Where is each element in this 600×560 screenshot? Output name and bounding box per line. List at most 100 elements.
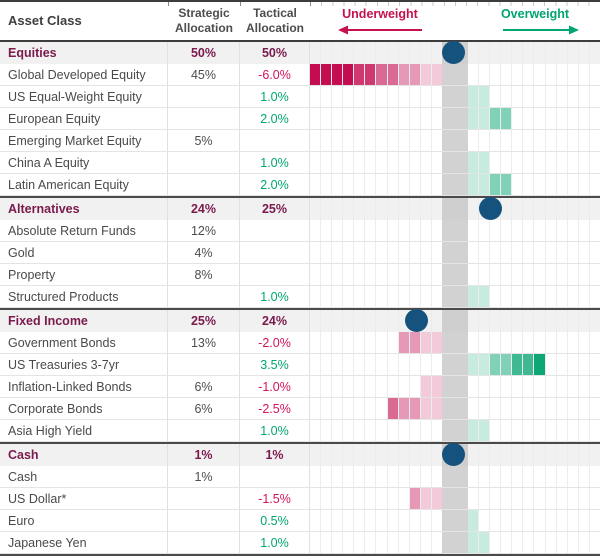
- overweight-bar-cell: [468, 86, 480, 107]
- asset-class-label: European Equity: [0, 108, 168, 129]
- grid-cell: [546, 108, 557, 129]
- asset-class-label: Fixed Income: [0, 310, 168, 332]
- grid-cell: [568, 242, 579, 263]
- overweight-zone: [468, 510, 600, 531]
- table-row: Emerging Market Equity 5%: [0, 130, 600, 152]
- grid-cell: [310, 42, 322, 64]
- overweight-zone: [468, 420, 600, 441]
- grid-cell: [321, 264, 333, 285]
- grid-cell: [512, 532, 524, 553]
- grid-cell: [410, 220, 421, 241]
- grid-cell: [546, 354, 557, 375]
- grid-cell: [523, 242, 535, 263]
- grid-cell: [468, 488, 480, 509]
- grid-cell: [579, 264, 590, 285]
- grid-cell: [388, 488, 399, 509]
- grid-cell: [512, 42, 524, 64]
- underweight-zone: [310, 444, 442, 466]
- grid-cell: [343, 488, 355, 509]
- grid-cell: [376, 130, 388, 151]
- grid-cell: [501, 64, 513, 85]
- neutral-center-column: [442, 398, 468, 419]
- grid-cell: [534, 174, 546, 195]
- grid-cell: [321, 42, 333, 64]
- tactical-allocation-value: 25%: [240, 198, 310, 220]
- overweight-zone: [468, 444, 600, 466]
- grid-cell: [421, 108, 432, 129]
- grid-cell: [579, 376, 590, 397]
- grid-cell: [365, 466, 377, 487]
- asset-class-label: Emerging Market Equity: [0, 130, 168, 151]
- overweight-bar-cell: [490, 354, 502, 375]
- overweight-zone: [468, 376, 600, 397]
- grid-cell: [421, 174, 432, 195]
- underweight-zone: [310, 510, 442, 531]
- grid-cell: [399, 130, 410, 151]
- grid-cell: [321, 86, 333, 107]
- grid-cell: [365, 86, 377, 107]
- grid-cell: [534, 376, 546, 397]
- grid-cell: [590, 354, 600, 375]
- grid-cell: [410, 376, 421, 397]
- grid-cell: [579, 286, 590, 307]
- overweight-arrow-icon: [503, 25, 579, 35]
- deviation-chart-cell: [310, 488, 600, 509]
- grid-cell: [365, 264, 377, 285]
- overweight-zone: [468, 398, 600, 419]
- grid-cell: [321, 242, 333, 263]
- column-tick: [168, 2, 169, 6]
- grid-cell: [568, 354, 579, 375]
- grid-cell: [310, 398, 322, 419]
- grid-cell: [332, 376, 344, 397]
- grid-cell: [388, 220, 399, 241]
- grid-cell: [321, 354, 333, 375]
- grid-cell: [490, 152, 502, 173]
- grid-cell: [546, 310, 557, 332]
- grid-cell: [479, 220, 491, 241]
- grid-cell: [534, 86, 546, 107]
- grid-cell: [479, 130, 491, 151]
- underweight-bar-cell: [409, 398, 421, 419]
- underweight-bar-cell: [398, 332, 410, 353]
- underweight-zone: [310, 174, 442, 195]
- overweight-bar-cell: [501, 174, 513, 195]
- grid-cell: [432, 310, 442, 332]
- grid-cell: [343, 42, 355, 64]
- tactical-allocation-value: 1.0%: [240, 86, 310, 107]
- grid-cell: [590, 264, 600, 285]
- grid-cell: [354, 174, 366, 195]
- grid-cell: [512, 264, 524, 285]
- grid-cell: [479, 398, 491, 419]
- tactical-allocation-value: 2.0%: [240, 108, 310, 129]
- asset-class-label: Japanese Yen: [0, 532, 168, 553]
- grid-cell: [534, 286, 546, 307]
- grid-cell: [590, 242, 600, 263]
- grid-cell: [332, 264, 344, 285]
- grid-cell: [343, 398, 355, 419]
- grid-cell: [310, 108, 322, 129]
- grid-cell: [546, 130, 557, 151]
- grid-cell: [410, 286, 421, 307]
- grid-cell: [399, 220, 410, 241]
- grid-cell: [557, 264, 568, 285]
- overweight-zone: [468, 64, 600, 85]
- grid-cell: [523, 398, 535, 419]
- table-row: US Equal-Weight Equity 1.0%: [0, 86, 600, 108]
- grid-cell: [376, 198, 388, 220]
- overweight-bar-cell: [479, 354, 491, 375]
- overweight-bar-cell: [468, 532, 480, 553]
- overweight-bar-cell: [479, 86, 491, 107]
- grid-cell: [410, 130, 421, 151]
- grid-cell: [354, 130, 366, 151]
- grid-cell: [365, 488, 377, 509]
- underweight-bar-cell: [398, 64, 410, 85]
- asset-class-label: Inflation-Linked Bonds: [0, 376, 168, 397]
- grid-cell: [468, 130, 480, 151]
- grid-cell: [590, 420, 600, 441]
- grid-cell: [388, 310, 399, 332]
- grid-cell: [590, 220, 600, 241]
- grid-cell: [501, 242, 513, 263]
- grid-cell: [354, 42, 366, 64]
- grid-cell: [421, 242, 432, 263]
- grid-cell: [557, 354, 568, 375]
